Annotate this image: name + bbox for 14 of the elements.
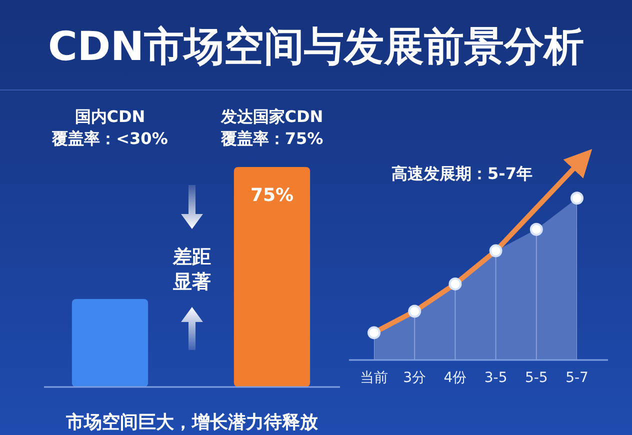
title: CDN市场空间与发展前景分析 bbox=[48, 24, 584, 70]
category-label: 当前 bbox=[360, 370, 388, 386]
category-label: 4份 bbox=[444, 370, 467, 386]
category-label: 5-5 bbox=[524, 370, 548, 386]
annotation: 市场空间巨大，增长潜力待释放 bbox=[66, 412, 318, 432]
annotation: 差距 bbox=[173, 246, 211, 268]
category-label: 发达国家CDN 覆盖率：75% bbox=[220, 106, 324, 148]
category-label: 3分 bbox=[403, 370, 426, 386]
data-label: 75% bbox=[250, 184, 294, 206]
annotation: 显著 bbox=[173, 271, 211, 293]
category-label: 3-5 bbox=[484, 370, 508, 386]
category-label: 5-7 bbox=[566, 370, 588, 386]
category-label: 国内CDN 覆盖率：<30% bbox=[52, 106, 168, 148]
annotation: 高速发展期：5-7年 bbox=[392, 164, 532, 182]
